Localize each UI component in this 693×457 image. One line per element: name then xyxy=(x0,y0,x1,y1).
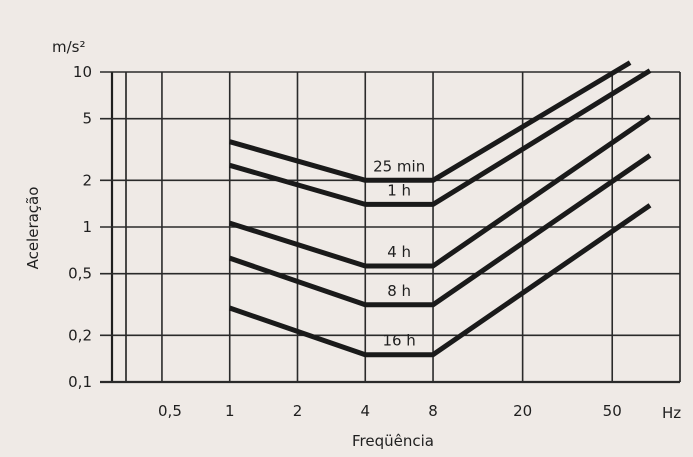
y-axis-title: Aceleração xyxy=(24,187,42,270)
x-tick-label: 50 xyxy=(603,402,622,420)
curve-label: 25 min xyxy=(373,157,425,175)
curve-25-min xyxy=(229,60,632,183)
curve-label: 16 h xyxy=(382,332,415,350)
y-tick-label: 10 xyxy=(73,63,92,81)
y-tick-label: 2 xyxy=(82,171,92,189)
curve-1-h xyxy=(229,68,652,207)
y-tick-label: 0,1 xyxy=(68,373,92,391)
x-tick-label: 4 xyxy=(360,402,370,420)
x-tick-label: 8 xyxy=(428,402,438,420)
x-tick-label: 1 xyxy=(225,402,235,420)
y-tick-label: 0,2 xyxy=(68,326,92,344)
y-tick-label: 1 xyxy=(82,218,92,236)
curve-label: 8 h xyxy=(387,282,411,300)
x-tick-label: 0,5 xyxy=(158,402,182,420)
curve-16-h xyxy=(228,203,652,358)
curve-label: 4 h xyxy=(387,243,411,261)
curve-label: 1 h xyxy=(387,181,411,199)
y-unit-label: m/s² xyxy=(52,38,86,56)
y-tick-label: 0,5 xyxy=(68,265,92,283)
x-tick-label: 20 xyxy=(513,402,532,420)
x-axis-title: Freqüência xyxy=(352,432,434,450)
x-unit-label: Hz xyxy=(662,404,681,422)
curve-4-h xyxy=(228,114,652,269)
curve-8-h xyxy=(228,153,652,308)
y-tick-label: 5 xyxy=(82,110,92,128)
x-tick-label: 2 xyxy=(293,402,303,420)
